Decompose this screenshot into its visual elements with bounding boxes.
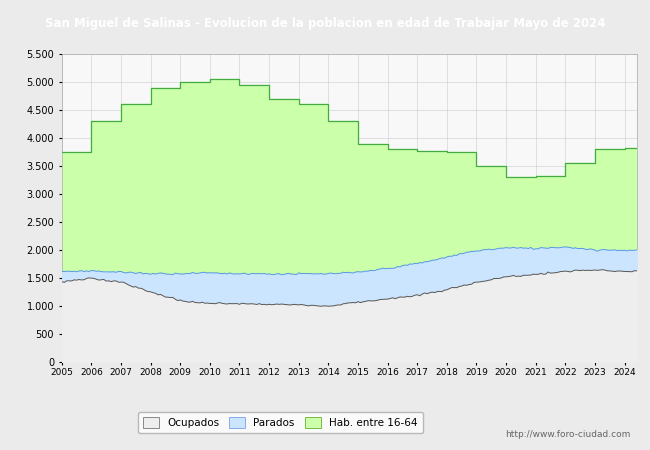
Text: San Miguel de Salinas - Evolucion de la poblacion en edad de Trabajar Mayo de 20: San Miguel de Salinas - Evolucion de la … [45, 17, 605, 30]
Text: http://www.foro-ciudad.com: http://www.foro-ciudad.com [505, 430, 630, 439]
Legend: Ocupados, Parados, Hab. entre 16-64: Ocupados, Parados, Hab. entre 16-64 [138, 412, 423, 433]
